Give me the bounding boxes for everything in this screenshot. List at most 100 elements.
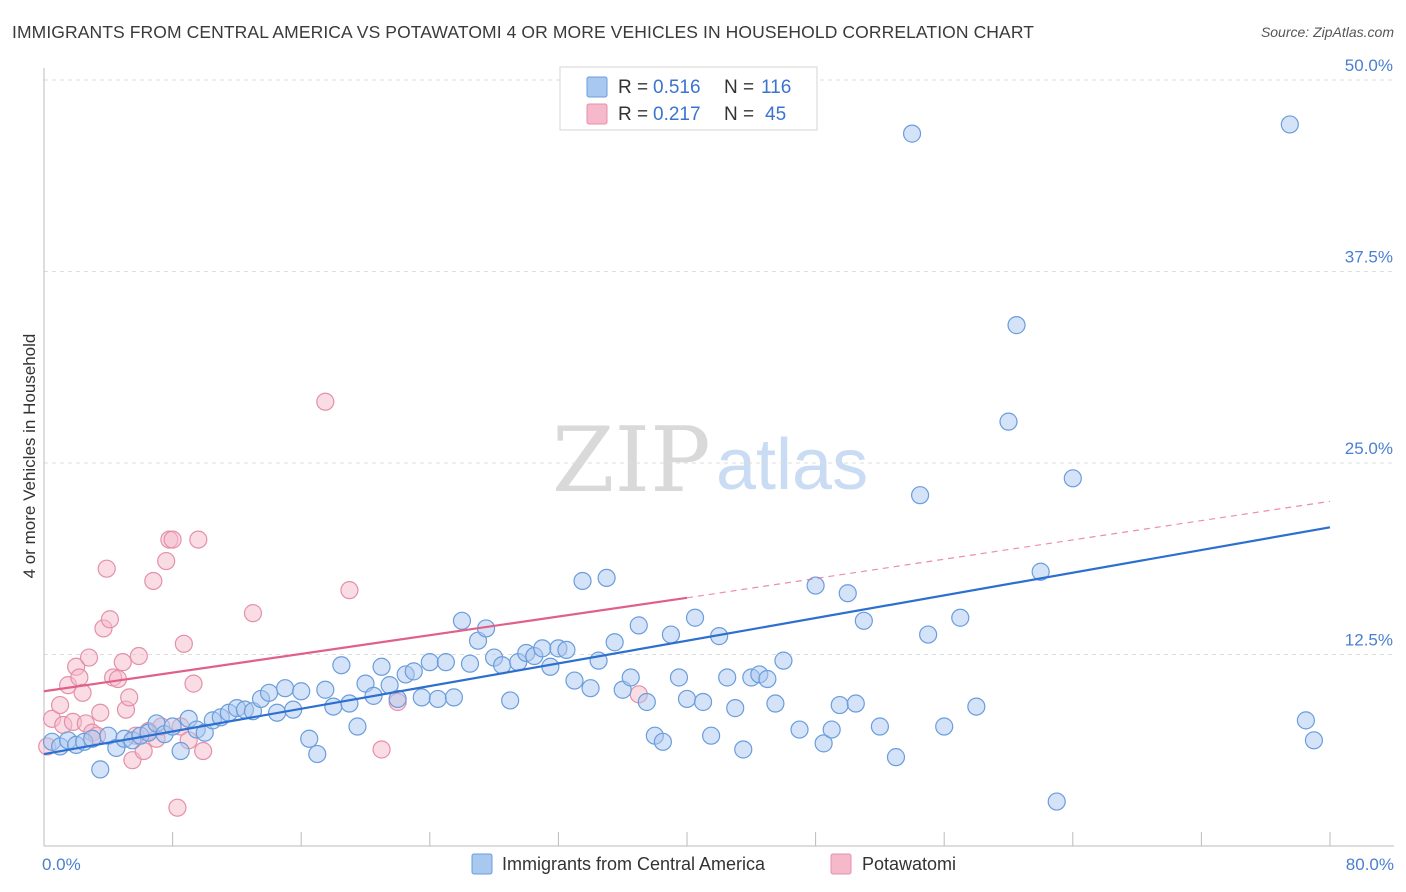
data-point	[1296, 711, 1315, 730]
data-point	[452, 611, 472, 630]
data-point	[734, 740, 753, 759]
data-point	[637, 692, 656, 712]
data-point	[693, 692, 713, 712]
data-point	[661, 625, 681, 644]
data-point	[276, 679, 295, 698]
data-point	[412, 688, 431, 707]
data-point	[581, 679, 600, 698]
x-tick-label-min: 0.0%	[42, 855, 81, 874]
data-point	[935, 717, 954, 736]
data-point	[838, 584, 857, 603]
data-point	[886, 748, 906, 767]
data-point	[420, 653, 439, 672]
data-point	[557, 640, 576, 660]
watermark-atlas: atlas	[716, 425, 868, 505]
legend-n-value-blue: 116	[761, 77, 791, 98]
trend-line-central-america	[43, 526, 1331, 756]
legend-n-label-blue: N =	[724, 77, 754, 98]
legend-swatch-blue	[586, 76, 608, 98]
central-america-points	[42, 115, 1324, 811]
data-point	[774, 651, 793, 670]
data-point	[1280, 115, 1299, 134]
legend-r-label-pink: R =	[618, 104, 648, 125]
data-point	[1304, 731, 1324, 750]
data-point	[168, 798, 187, 817]
x-axis-ticks	[43, 832, 1331, 846]
data-point	[814, 734, 833, 753]
data-point	[533, 639, 552, 658]
data-point	[340, 581, 359, 600]
data-point	[902, 124, 922, 143]
data-point	[444, 688, 464, 707]
data-point	[144, 571, 163, 591]
data-point	[702, 726, 721, 745]
data-point	[194, 741, 213, 761]
trend-lines	[43, 500, 1331, 756]
data-point	[316, 680, 335, 699]
data-point	[846, 694, 865, 713]
data-point	[316, 392, 335, 411]
data-point	[70, 668, 89, 687]
data-point	[113, 653, 132, 672]
data-point	[100, 610, 120, 629]
data-point	[501, 691, 520, 710]
watermark-zip: ZIP	[552, 408, 711, 513]
data-point	[677, 689, 697, 709]
legend-swatch-pink	[586, 103, 608, 125]
stats-legend: R = 0.516 N = 116 R = 0.217 N = 45	[559, 66, 818, 131]
data-point	[388, 689, 407, 709]
data-point	[870, 717, 890, 736]
data-point	[404, 662, 423, 681]
data-point	[766, 694, 785, 713]
chart-title: IMMIGRANTS FROM CENTRAL AMERICA VS POTAW…	[12, 22, 1035, 42]
data-point	[324, 697, 343, 716]
series-legend-swatch-blue	[471, 853, 493, 875]
data-point	[621, 668, 640, 687]
data-point	[629, 616, 648, 635]
data-point	[726, 699, 745, 718]
chart-source: Source: ZipAtlas.com	[1260, 24, 1394, 40]
data-point	[1031, 562, 1050, 581]
data-point	[718, 668, 737, 687]
data-point	[436, 653, 455, 672]
gridlines	[44, 79, 1394, 655]
data-point	[854, 611, 873, 630]
series-legend-label-blue: Immigrants from Central America	[502, 854, 766, 874]
data-point	[97, 559, 116, 578]
data-point	[1063, 469, 1082, 488]
data-point	[653, 732, 672, 751]
data-point	[967, 697, 986, 716]
data-point	[91, 703, 110, 722]
data-point	[1047, 792, 1066, 811]
watermark: ZIP atlas	[552, 408, 868, 513]
data-point	[822, 720, 841, 739]
data-point	[79, 648, 99, 667]
data-point	[163, 530, 182, 549]
data-point	[910, 486, 930, 505]
data-point	[340, 694, 359, 713]
data-point	[565, 671, 584, 690]
data-point	[157, 551, 176, 571]
data-point	[830, 695, 849, 715]
data-point	[573, 571, 592, 591]
data-point	[243, 604, 263, 623]
data-point	[300, 729, 319, 748]
y-tick-labels: 12.5% 25.0% 37.5% 50.0%	[1345, 56, 1393, 650]
data-point	[1007, 316, 1026, 335]
data-point	[919, 625, 938, 644]
data-point	[348, 717, 367, 736]
legend-r-label-blue: R =	[618, 77, 648, 98]
data-point	[332, 656, 351, 675]
data-point	[372, 740, 391, 759]
data-point	[308, 744, 327, 764]
data-point	[669, 668, 689, 687]
data-point	[171, 741, 190, 761]
data-point	[73, 683, 92, 702]
data-point	[999, 412, 1018, 431]
data-point	[174, 634, 193, 653]
data-point	[685, 608, 705, 627]
data-point	[50, 695, 70, 715]
y-tick-label: 50.0%	[1345, 56, 1393, 75]
data-point	[951, 608, 970, 627]
